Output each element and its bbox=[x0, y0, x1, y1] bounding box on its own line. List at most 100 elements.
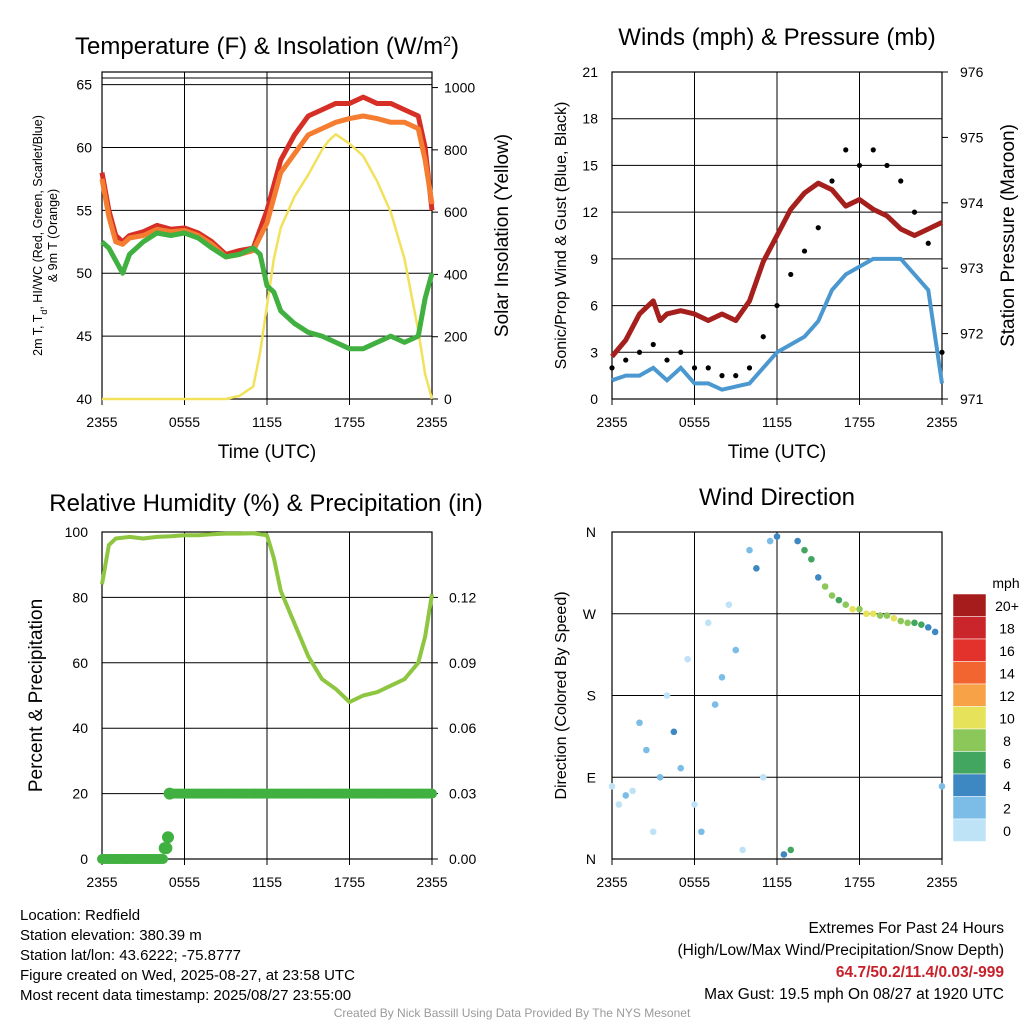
series-line-td bbox=[100, 230, 435, 352]
x-tick-label: 1755 bbox=[334, 874, 365, 890]
gust-point bbox=[815, 225, 821, 231]
direction-point bbox=[718, 674, 726, 681]
direction-point bbox=[794, 537, 801, 545]
direction-point bbox=[615, 801, 623, 808]
extremes-title: Extremes For Past 24 Hours bbox=[808, 920, 1004, 937]
location-text: Location: Redfield bbox=[20, 907, 141, 924]
y2-tick-label: 0.03 bbox=[449, 786, 476, 802]
gust-point bbox=[939, 349, 945, 355]
y-tick-label: N bbox=[586, 851, 596, 867]
x-tick-label: 2355 bbox=[596, 414, 627, 430]
y2-tick-label: 400 bbox=[444, 266, 468, 282]
extremes-panel: Extremes For Past 24 Hours (High/Low/Max… bbox=[678, 918, 1005, 1006]
gust-point bbox=[843, 147, 849, 153]
chart-title: Winds (mph) & Pressure (mb) bbox=[618, 24, 935, 51]
x-tick-label: 1155 bbox=[762, 414, 792, 430]
y-tick-label: 6 bbox=[590, 298, 598, 314]
colorbar-label: 6 bbox=[1003, 756, 1011, 772]
chart-title: Wind Direction bbox=[699, 484, 855, 511]
gust-point bbox=[829, 178, 835, 184]
precip-point bbox=[162, 831, 174, 844]
direction-point bbox=[863, 610, 870, 618]
direction-point bbox=[643, 746, 650, 754]
direction-point bbox=[636, 719, 643, 727]
gust-point bbox=[911, 209, 918, 215]
direction-point bbox=[759, 773, 767, 781]
direction-point bbox=[766, 537, 774, 545]
colorbar-swatch bbox=[952, 683, 987, 707]
extremes-subtitle: (High/Low/Max Wind/Precipitation/Snow De… bbox=[677, 942, 1005, 959]
direction-point bbox=[773, 533, 781, 540]
colorbar-label: 16 bbox=[999, 643, 1015, 659]
colorbar-swatch bbox=[952, 751, 987, 775]
direction-point bbox=[904, 619, 911, 627]
x-tick-label: 2355 bbox=[596, 874, 627, 890]
series-line-pressure bbox=[610, 180, 944, 359]
x-tick-label: 2355 bbox=[926, 414, 957, 430]
y-tick-label: 12 bbox=[582, 204, 598, 220]
chart-title: Relative Humidity (%) & Precipitation (i… bbox=[49, 490, 482, 517]
direction-point bbox=[856, 605, 863, 613]
gust-point bbox=[691, 365, 698, 371]
y2-tick-label: 200 bbox=[444, 329, 468, 345]
y-tick-label: 40 bbox=[76, 391, 92, 407]
direction-point bbox=[911, 619, 918, 627]
gust-point bbox=[719, 373, 725, 379]
gust-point bbox=[609, 365, 615, 371]
direction-point bbox=[931, 628, 939, 636]
y2-tick-label: 0 bbox=[444, 391, 452, 407]
gust-point bbox=[636, 349, 643, 355]
direction-point bbox=[698, 828, 705, 836]
gust-point bbox=[733, 373, 739, 379]
x-tick-label: 0555 bbox=[169, 874, 200, 890]
y-tick-label: 3 bbox=[590, 344, 598, 360]
gust-point bbox=[760, 334, 766, 340]
direction-point bbox=[835, 596, 843, 604]
direction-point bbox=[670, 728, 678, 736]
x-tick-label: 0555 bbox=[169, 414, 200, 430]
gust-point bbox=[650, 341, 656, 348]
x-tick-label: 1155 bbox=[762, 874, 792, 890]
colorbar-swatch bbox=[952, 616, 987, 640]
y2-tick-label: 600 bbox=[444, 204, 468, 220]
y-tick-label: 65 bbox=[76, 77, 92, 93]
colorbar-label: 12 bbox=[999, 688, 1015, 704]
colorbar-swatch bbox=[952, 661, 987, 685]
y-tick-label: 100 bbox=[65, 524, 89, 540]
series-line-2m-t bbox=[99, 94, 435, 257]
y-tick-label: 18 bbox=[582, 111, 598, 127]
y-tick-label: 21 bbox=[582, 64, 598, 80]
x-tick-label: 2355 bbox=[416, 874, 447, 890]
gust-point bbox=[705, 365, 711, 371]
y-tick-label: 60 bbox=[76, 139, 92, 155]
colorbar-label: 0 bbox=[1003, 823, 1011, 839]
y2-axis-label: Station Pressure (Maroon) bbox=[998, 124, 1019, 347]
y2-tick-label: 976 bbox=[960, 64, 984, 80]
elevation-text: Station elevation: 380.39 m bbox=[20, 927, 202, 944]
x-tick-label: 1755 bbox=[844, 414, 875, 430]
y-tick-label: 20 bbox=[72, 786, 88, 802]
y2-tick-label: 0.12 bbox=[449, 589, 476, 605]
colorbar-swatch bbox=[952, 728, 987, 752]
created-text: Figure created on Wed, 2025-08-27, at 23… bbox=[20, 967, 355, 984]
y2-tick-label: 1000 bbox=[444, 80, 475, 96]
series-line-rh bbox=[100, 531, 434, 705]
y-tick-label: 55 bbox=[76, 202, 92, 218]
precip-point bbox=[160, 842, 173, 855]
x-axis-label: Time (UTC) bbox=[218, 442, 317, 463]
y-tick-label: 50 bbox=[76, 265, 92, 281]
gust-point bbox=[678, 349, 684, 355]
colorbar-swatch bbox=[952, 818, 987, 842]
recent-text: Most recent data timestamp: 2025/08/27 2… bbox=[20, 987, 352, 1004]
x-tick-label: 2355 bbox=[86, 414, 117, 430]
latlon-text: Station lat/lon: 43.6222; -75.8777 bbox=[20, 947, 242, 964]
gust-point bbox=[774, 302, 780, 309]
series-line-9m-t bbox=[99, 113, 435, 260]
y2-tick-label: 0.00 bbox=[449, 851, 476, 867]
y2-tick-label: 974 bbox=[960, 195, 984, 211]
x-tick-label: 2355 bbox=[416, 414, 447, 430]
colorbar-label: 2 bbox=[1003, 801, 1011, 817]
direction-point bbox=[663, 692, 671, 699]
series-line-insolation bbox=[102, 133, 434, 401]
gust-point bbox=[664, 357, 670, 363]
